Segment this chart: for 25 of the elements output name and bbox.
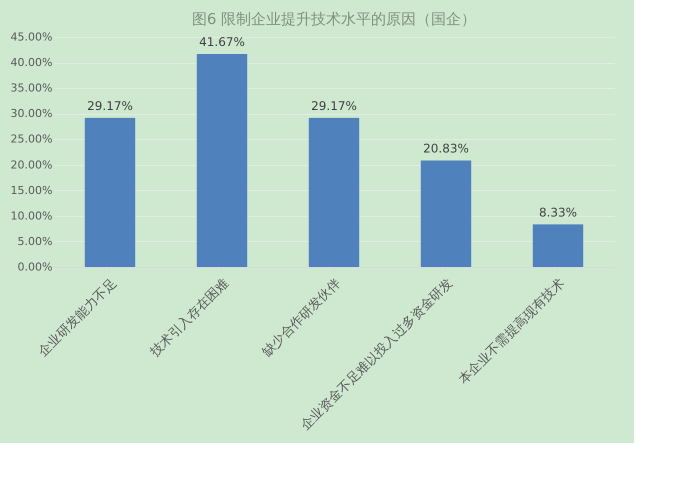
data-label: 20.83% <box>423 142 469 156</box>
chart-title: 图6 限制企业提升技术水平的原因（国企） <box>192 10 476 28</box>
y-tick-label: 30.00% <box>10 107 52 120</box>
y-tick-label: 25.00% <box>10 132 52 146</box>
x-tick-label: 技术引入存在困难 <box>147 276 232 361</box>
data-label: 8.33% <box>538 205 578 220</box>
y-tick-label: 0.00% <box>18 260 52 274</box>
y-tick-label: 35.00% <box>10 82 52 95</box>
y-tick-label: 5.00% <box>18 234 52 248</box>
x-tick-label: 缺少合作研发伙伴 <box>260 276 344 360</box>
bar <box>420 160 472 267</box>
bar <box>196 54 248 267</box>
x-tick-label: 企业研发能力不足 <box>36 276 120 360</box>
y-tick-label: 40.00% <box>10 56 52 70</box>
y-tick-label: 20.00% <box>10 158 52 172</box>
data-label: 41.67% <box>199 35 245 50</box>
bar <box>84 118 136 267</box>
y-tick-label: 10.00% <box>10 209 52 222</box>
data-label: 29.17% <box>311 98 357 113</box>
bar <box>532 224 584 267</box>
x-tick-label: 本企业不需提高现有技术 <box>455 275 568 388</box>
y-tick-label: 45.00% <box>10 30 52 44</box>
y-tick-label: 15.00% <box>10 184 52 197</box>
bar <box>308 118 360 267</box>
data-label: 29.17% <box>87 98 133 113</box>
